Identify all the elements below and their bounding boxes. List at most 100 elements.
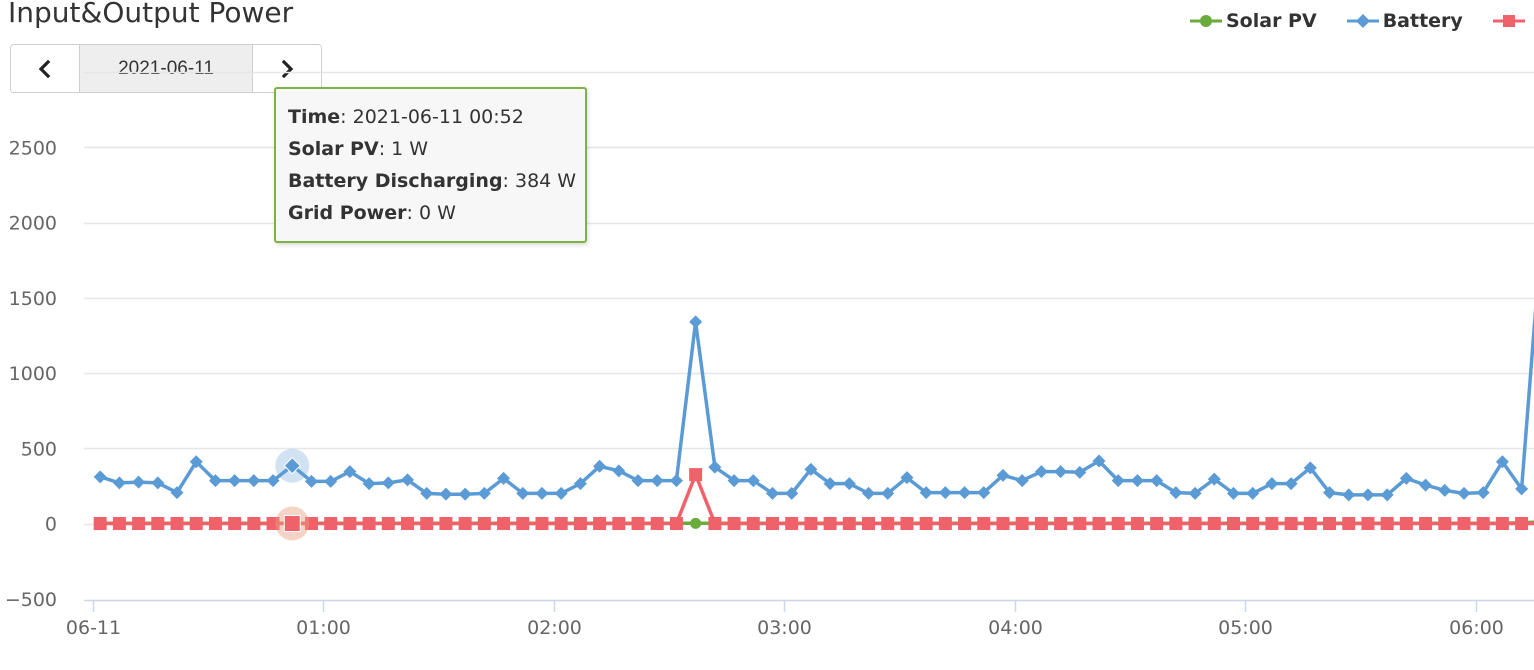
legend-item-battery[interactable]: Battery — [1346, 10, 1463, 32]
next-date-button[interactable] — [253, 45, 321, 92]
data-point — [1073, 465, 1087, 479]
data-point — [132, 517, 146, 530]
legend-item-solar-pv[interactable]: Solar PV — [1190, 10, 1317, 32]
tooltip-value: 1 W — [391, 138, 429, 160]
data-point — [690, 517, 702, 529]
data-point — [612, 464, 626, 478]
data-point — [1169, 486, 1183, 500]
y-tick-label: 500 — [21, 438, 57, 460]
data-point — [1092, 454, 1106, 468]
data-point — [1111, 474, 1125, 488]
series-line — [100, 472, 1534, 526]
legend-label: Solar PV — [1226, 10, 1317, 32]
x-tick-label: 06:00 — [1449, 617, 1504, 639]
data-point — [458, 487, 472, 501]
data-point — [689, 468, 703, 482]
y-tick-label: 2500 — [9, 137, 57, 159]
x-tick-label: 03:00 — [757, 617, 812, 639]
page-title: Input&Output Power — [8, 0, 294, 29]
data-point — [151, 517, 165, 530]
data-point — [554, 517, 568, 530]
tooltip-value: 2021-06-11 00:52 — [352, 106, 524, 128]
legend-item-grid[interactable] — [1492, 13, 1529, 29]
data-point — [823, 477, 837, 491]
data-point — [247, 517, 261, 530]
data-point — [228, 474, 242, 488]
data-point — [381, 517, 395, 530]
data-point — [247, 474, 261, 488]
data-point — [401, 473, 415, 487]
data-point — [497, 517, 511, 530]
data-point — [1265, 517, 1279, 530]
data-point — [958, 486, 972, 500]
data-point — [631, 474, 645, 488]
data-point — [881, 517, 895, 530]
series-line — [99, 308, 1534, 497]
data-point — [170, 486, 184, 500]
tooltip-label: Solar PV — [288, 138, 379, 160]
data-point — [1419, 478, 1433, 492]
data-point — [516, 517, 530, 530]
chart-legend: Solar PV Battery — [1190, 10, 1534, 32]
data-point — [189, 455, 203, 469]
data-point — [1515, 482, 1529, 496]
x-tick-label: 02:00 — [527, 617, 582, 639]
data-point — [1457, 486, 1471, 500]
data-point — [458, 517, 472, 530]
data-point — [919, 517, 933, 530]
data-point — [1207, 472, 1221, 486]
data-point — [439, 517, 453, 530]
data-point — [1054, 465, 1068, 479]
data-point — [324, 474, 338, 488]
data-point — [439, 487, 453, 501]
data-point — [746, 474, 760, 488]
x-tick-label: 01:00 — [296, 617, 351, 639]
data-point — [1207, 517, 1221, 530]
data-point — [362, 477, 376, 491]
data-point — [1111, 517, 1125, 530]
data-point — [1015, 474, 1029, 488]
data-point — [1380, 517, 1394, 530]
data-point — [228, 517, 242, 530]
data-point — [669, 517, 683, 530]
data-point — [842, 517, 856, 530]
data-point — [727, 517, 741, 530]
data-point — [900, 471, 914, 485]
y-tick-label: 2000 — [9, 213, 57, 235]
data-point — [343, 465, 357, 479]
data-point — [1438, 517, 1452, 530]
data-point — [593, 517, 607, 530]
data-point — [1246, 486, 1260, 500]
data-point — [1034, 465, 1048, 479]
data-point — [1073, 517, 1087, 530]
data-point — [708, 460, 722, 474]
data-point — [573, 517, 587, 530]
data-point — [266, 474, 280, 488]
data-point — [1188, 517, 1202, 530]
data-point — [1515, 517, 1529, 530]
data-point — [535, 517, 549, 530]
y-tick-label: 0 — [45, 514, 57, 536]
data-point — [381, 476, 395, 490]
data-point — [324, 517, 338, 530]
data-point — [170, 517, 184, 530]
data-point — [1092, 517, 1106, 530]
data-point — [1284, 517, 1298, 530]
data-point — [1226, 486, 1240, 500]
data-point — [593, 459, 607, 473]
data-point — [1130, 474, 1144, 488]
data-point — [1476, 517, 1490, 530]
hover-point — [283, 457, 301, 475]
data-point — [1399, 471, 1413, 485]
legend-marker-square-icon — [1492, 15, 1525, 27]
data-point — [343, 517, 357, 530]
data-point — [304, 517, 318, 530]
data-point — [1457, 517, 1471, 530]
data-point — [689, 315, 703, 329]
data-point — [266, 517, 280, 530]
data-point — [881, 486, 895, 500]
data-point — [1476, 486, 1490, 500]
previous-date-button[interactable] — [11, 45, 79, 92]
data-point — [208, 517, 222, 530]
